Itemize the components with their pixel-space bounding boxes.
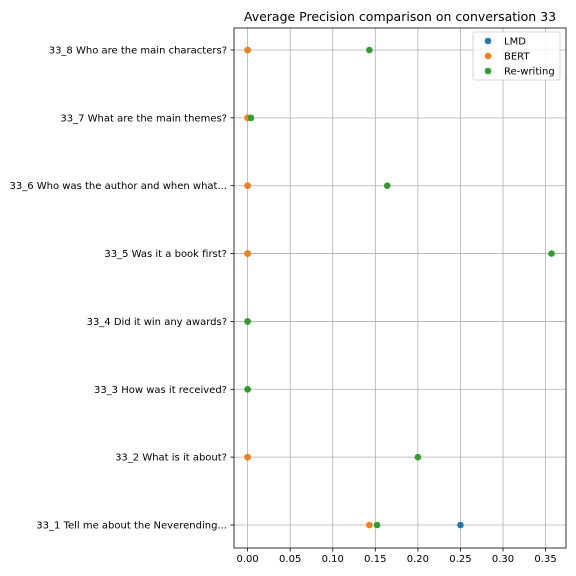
plot-frame — [233, 27, 567, 549]
y-tick-label: 33_5 Was it a book first? — [104, 249, 227, 260]
legend-marker — [484, 52, 492, 60]
data-point-bert — [244, 250, 251, 257]
x-axis-ticks: 0.00 0.05 0.10 0.15 0.20 0.25 0.30 0.35 — [236, 548, 557, 565]
x-tick-label: 0.20 — [407, 554, 429, 565]
data-point-re-writing — [247, 114, 255, 122]
x-tick-label: 0.30 — [492, 554, 514, 565]
legend-marker — [484, 67, 492, 75]
x-tick-label: 0.10 — [322, 554, 344, 565]
data-points — [244, 46, 555, 529]
data-point-re-writing — [366, 46, 373, 54]
data-point-bert — [244, 182, 251, 190]
data-point-bert — [244, 46, 251, 54]
y-tick-label: 33_3 How was it received? — [94, 385, 227, 396]
x-tick-label: 0.00 — [236, 554, 258, 565]
y-tick-label: 33_1 Tell me about the Neverending... — [36, 521, 227, 532]
y-tick-label: 33_7 What are the main themes? — [60, 113, 227, 124]
legend-label: Re-writing — [504, 67, 555, 78]
legend: LMD BERT Re-writing — [472, 31, 561, 81]
x-tick-label: 0.35 — [534, 554, 556, 565]
legend-label: LMD — [504, 37, 526, 48]
grid — [234, 28, 566, 548]
y-tick-label: 33_8 Who are the main characters? — [49, 46, 227, 57]
data-point-bert — [244, 453, 251, 461]
data-point-re-writing — [373, 521, 381, 529]
data-point-re-writing — [414, 453, 422, 461]
data-point-lmd — [457, 521, 464, 529]
legend-label: BERT — [504, 52, 530, 63]
y-tick-label: 33_6 Who was the author and when what... — [10, 181, 228, 192]
y-tick-label: 33_4 Did it win any awards? — [87, 317, 227, 328]
data-point-re-writing — [244, 385, 251, 393]
y-axis-ticks: 33_1 Tell me about the Neverending... 33_… — [10, 46, 234, 532]
legend-marker — [484, 37, 492, 45]
data-point-bert — [366, 521, 373, 529]
x-tick-label: 0.05 — [279, 554, 301, 565]
y-tick-label: 33_2 What is it about? — [115, 453, 227, 464]
data-point-re-writing — [244, 318, 251, 325]
legend-box — [472, 31, 561, 81]
legend-items: LMD BERT Re-writing — [484, 37, 555, 78]
x-tick-label: 0.15 — [364, 554, 386, 565]
x-tick-label: 0.25 — [449, 554, 471, 565]
chart-title: Average Precision comparison on conversa… — [244, 9, 556, 24]
data-point-re-writing — [548, 250, 555, 257]
data-point-re-writing — [383, 182, 391, 190]
